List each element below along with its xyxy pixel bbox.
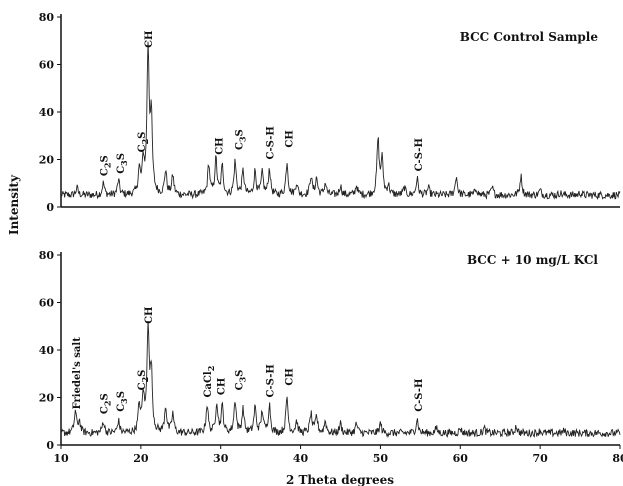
peak-label: C2S <box>99 393 112 414</box>
y-tick-label: 80 <box>39 249 55 262</box>
peak-label: CH <box>214 137 225 154</box>
y-tick-label: 80 <box>39 11 55 24</box>
spectrum-line <box>60 41 621 200</box>
peak-label: C2S <box>99 155 112 176</box>
y-tick-label: 0 <box>46 201 54 214</box>
x-tick-label: 50 <box>373 452 389 465</box>
peak-label: C3S <box>234 129 247 150</box>
peak-label: C-S-H <box>414 138 425 171</box>
peak-label: CaCl2 <box>203 366 216 398</box>
y-tick-label: 60 <box>39 297 55 310</box>
y-tick-label: 60 <box>39 59 55 72</box>
x-tick-label: 20 <box>133 452 149 465</box>
spectrum-line <box>60 321 621 439</box>
y-tick-label: 0 <box>46 439 54 452</box>
peak-label: C-S-H <box>414 379 425 412</box>
peak-label: CH <box>144 306 155 323</box>
x-tick-label: 70 <box>532 452 548 465</box>
x-tick-label: 10 <box>53 452 69 465</box>
peak-label: C2S <box>137 370 150 391</box>
peak-label: C-S-H <box>265 126 276 159</box>
x-tick-label: 80 <box>612 452 623 465</box>
peak-label: C-S-H <box>265 364 276 397</box>
peak-label: C3S <box>116 153 129 174</box>
x-axis-label: 2 Theta degrees <box>286 473 394 486</box>
panel-control: BCC Control Sample 0 20 40 60 80 C2S C3S C2S CH C… <box>39 11 621 214</box>
y-tick-label: 40 <box>39 344 55 357</box>
peak-label: Friedel's salt <box>72 337 83 410</box>
panel-title: BCC + 10 mg/L KCl <box>467 253 598 267</box>
y-tick-label: 20 <box>39 154 55 167</box>
y-axis-label: Intensity <box>7 174 21 235</box>
peak-label: C3S <box>234 370 247 391</box>
y-tick-label: 20 <box>39 392 55 405</box>
panel-title: BCC Control Sample <box>460 30 599 44</box>
peak-label: C2S <box>137 132 150 153</box>
y-tick-label: 40 <box>39 106 55 119</box>
x-axis: 10 20 30 40 50 60 70 80 <box>53 445 623 465</box>
x-tick-label: 60 <box>453 452 469 465</box>
peak-label: CH <box>217 378 228 395</box>
peak-label: CH <box>144 30 155 47</box>
peak-label: CH <box>285 368 296 385</box>
peak-label: CH <box>285 130 296 147</box>
panel-kcl: BCC + 10 mg/L KCl 0 20 40 60 80 Friedel's sal… <box>39 249 621 452</box>
x-tick-label: 40 <box>293 452 309 465</box>
x-tick-label: 30 <box>213 452 229 465</box>
peak-label: C3S <box>116 391 129 412</box>
